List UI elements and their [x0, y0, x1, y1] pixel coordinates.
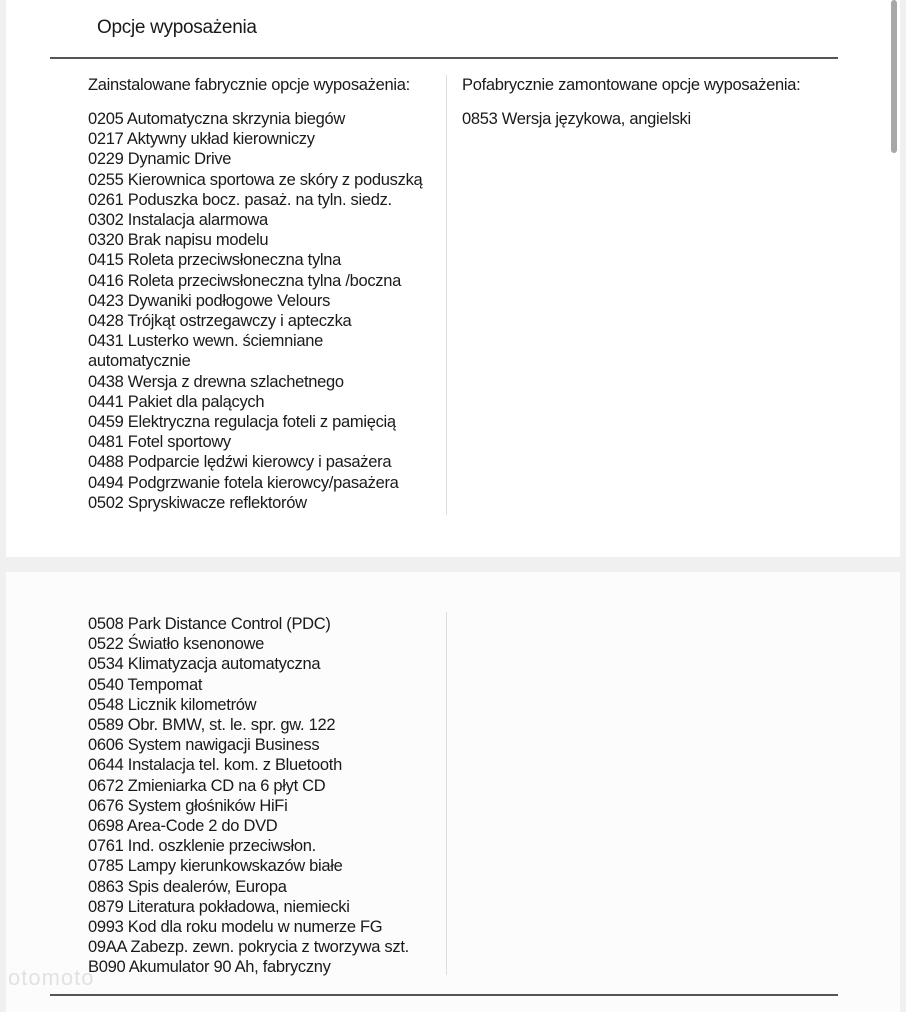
post-factory-options-heading: Pofabrycznie zamontowane opcje wyposażen…: [462, 76, 801, 94]
option-item: 0993 Kod dla roku modelu w numerze FG: [88, 918, 383, 937]
option-item: 0481 Fotel sportowy: [88, 433, 231, 452]
option-item: 0540 Tempomat: [88, 675, 203, 694]
scrollbar[interactable]: [891, 0, 897, 153]
factory-options-list: 0205 Automatyczna skrzynia biegów 0217 Ak…: [88, 109, 438, 513]
option-item: 0785 Lampy kierunkowskazów białe: [88, 857, 343, 876]
option-item: 0853 Wersja językowa, angielski: [462, 110, 691, 128]
option-item: 0441 Pakiet dla palących: [88, 392, 265, 411]
option-item: 0606 System nawigacji Business: [88, 736, 320, 755]
option-item: 0229 Dynamic Drive: [88, 150, 232, 169]
option-item: 0302 Instalacja alarmowa: [88, 211, 268, 230]
option-item: 0698 Area-Code 2 do DVD: [88, 817, 278, 836]
option-item: 0431 Lusterko wewn. ściemniane automatyc…: [88, 332, 323, 371]
column-divider: [446, 75, 447, 515]
option-item: 0676 System głośników HiFi: [88, 796, 288, 815]
option-item: 0217 Aktywny układ kierowniczy: [88, 130, 315, 149]
option-item: 0502 Spryskiwacze reflektorów: [88, 493, 307, 512]
option-item: 0863 Spis dealerów, Europa: [88, 877, 287, 896]
option-item: 0488 Podparcie lędźwi kierowcy i pasażer…: [88, 453, 392, 472]
factory-options-heading: Zainstalowane fabrycznie opcje wyposażen…: [88, 76, 410, 94]
option-item: 0644 Instalacja tel. kom. z Bluetooth: [88, 756, 342, 775]
option-item: 0205 Automatyczna skrzynia biegów: [88, 110, 346, 128]
option-item: 0255 Kierownica sportowa ze skóry z podu…: [88, 170, 423, 189]
equipment-page-2: [6, 572, 900, 1012]
factory-options-list-continued: 0508 Park Distance Control (PDC) 0522 Świ…: [88, 614, 438, 978]
option-item: 0589 Obr. BMW, st. le. spr. gw. 122: [88, 716, 336, 735]
option-item: 0459 Elektryczna regulacja foteli z pami…: [88, 413, 396, 432]
option-item: 0879 Literatura pokładowa, niemiecki: [88, 897, 350, 916]
post-factory-options-list: 0853 Wersja językowa, angielski: [462, 109, 691, 129]
option-item: 0508 Park Distance Control (PDC): [88, 615, 331, 633]
header-divider: [50, 57, 838, 59]
option-item: 0416 Roleta przeciwsłoneczna tylna /bocz…: [88, 271, 402, 290]
option-item: 0494 Podgrzwanie fotela kierowcy/pasażer…: [88, 473, 399, 492]
watermark-logo: otomoto: [8, 965, 95, 990]
option-item: 0261 Poduszka bocz. pasaż. na tyln. sied…: [88, 190, 392, 209]
column-divider: [446, 612, 447, 975]
option-item: 0522 Światło ksenonowe: [88, 635, 264, 654]
footer-divider: [50, 994, 838, 996]
equipment-page-1: Opcje wyposażenia: [6, 0, 900, 557]
option-item: 0534 Klimatyzacja automatyczna: [88, 655, 321, 674]
option-item: B090 Akumulator 90 Ah, fabryczny: [88, 958, 331, 977]
option-item: 0428 Trójkąt ostrzegawczy i apteczka: [88, 312, 352, 331]
option-item: 0761 Ind. oszklenie przeciwsłon.: [88, 837, 316, 856]
option-item: 0672 Zmieniarka CD na 6 płyt CD: [88, 776, 326, 795]
option-item: 0548 Licznik kilometrów: [88, 695, 257, 714]
option-item: 09AA Zabezp. zewn. pokrycia z tworzywa s…: [88, 938, 409, 957]
option-item: 0438 Wersja z drewna szlachetnego: [88, 372, 344, 391]
page-title: Opcje wyposażenia: [97, 17, 257, 38]
option-item: 0423 Dywaniki podłogowe Velours: [88, 291, 331, 310]
option-item: 0415 Roleta przeciwsłoneczna tylna: [88, 251, 342, 270]
option-item: 0320 Brak napisu modelu: [88, 231, 269, 250]
